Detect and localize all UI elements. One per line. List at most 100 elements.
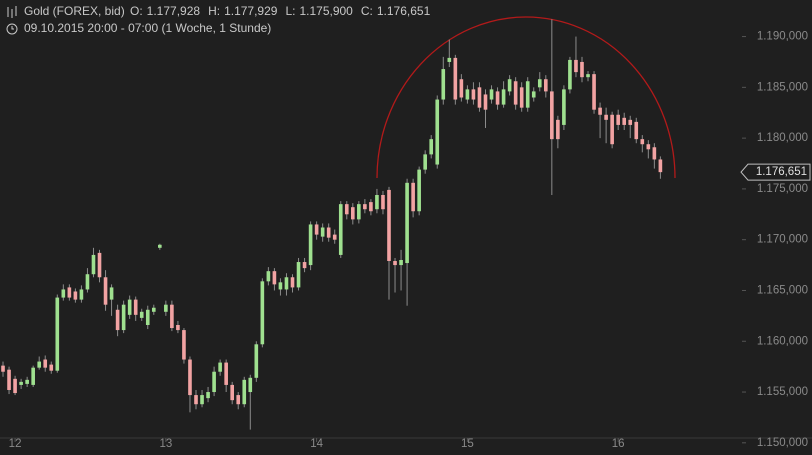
candle-body <box>332 234 337 240</box>
candle-body <box>525 81 530 108</box>
candle-body <box>357 204 361 220</box>
candle-body <box>417 169 421 212</box>
candle-body <box>170 304 174 329</box>
candle-body <box>435 99 440 165</box>
candle-body <box>562 89 566 125</box>
y-tick-label: 1.165,000 <box>757 285 808 297</box>
candle-body <box>302 262 307 269</box>
candle-body <box>158 244 162 248</box>
candle-body <box>320 227 325 237</box>
candle-body <box>139 311 144 318</box>
x-tick-label: 14 <box>310 438 323 450</box>
candle-body <box>459 79 464 98</box>
candle-body <box>477 87 482 108</box>
candle-body <box>290 277 295 288</box>
candle-body <box>314 224 319 235</box>
candle-body <box>49 364 54 371</box>
candle-body <box>351 207 355 220</box>
candle-body <box>91 254 96 275</box>
candle-body <box>483 94 488 110</box>
candle-body <box>586 74 590 78</box>
y-tick-label: 1.175,000 <box>757 183 808 195</box>
candle-body <box>212 371 216 393</box>
candle-body <box>200 395 204 405</box>
candle-body <box>37 361 42 368</box>
candle-body <box>501 89 506 105</box>
candle-body <box>266 271 271 282</box>
candle-body <box>236 395 241 405</box>
candle-body <box>399 260 403 266</box>
candle-body <box>7 369 11 390</box>
candle-body <box>387 189 391 262</box>
candle-body <box>103 277 108 305</box>
candle-body <box>296 262 301 288</box>
candle-body <box>616 114 620 125</box>
y-tick-label: 1.180,000 <box>757 132 808 144</box>
candle-body <box>151 307 156 312</box>
candle-body <box>85 274 90 290</box>
x-tick-label: 13 <box>159 438 172 450</box>
candle-body <box>338 204 343 255</box>
candle-body <box>73 291 78 300</box>
candle-body <box>640 139 645 145</box>
candle-body <box>453 57 458 100</box>
x-tick-label: 16 <box>612 438 625 450</box>
ohlc-value: 1.176,651 <box>377 4 431 18</box>
candle-body <box>550 91 554 140</box>
candle-body <box>55 297 60 371</box>
ohlc-info: O: 1.177,928 H: 1.177,929 L: 1.175,900 C: 1.176… <box>130 4 431 18</box>
candle-body <box>79 289 84 300</box>
candle-body <box>260 281 265 345</box>
candle-body <box>206 392 210 399</box>
ohlc-label: L: <box>285 4 295 18</box>
candle-body <box>423 154 427 170</box>
candle-body <box>543 79 548 92</box>
candle-body <box>592 74 596 110</box>
ohlc-label: C: <box>361 4 373 18</box>
last-price-box <box>740 163 811 181</box>
candle-body <box>31 367 35 385</box>
candle-body <box>405 182 409 264</box>
candle-body <box>610 114 614 145</box>
candle-body <box>556 119 560 140</box>
candle-body <box>176 325 180 331</box>
candle-body <box>652 147 657 160</box>
candle-body <box>363 204 367 210</box>
candle-body <box>646 144 651 150</box>
candle-body <box>230 384 235 401</box>
y-tick-label: 1.185,000 <box>757 81 808 93</box>
bar-icon <box>7 6 17 18</box>
candle-body <box>598 107 602 115</box>
candle-body <box>248 377 253 393</box>
y-tick-label: 1.190,000 <box>757 31 808 43</box>
chart-title: Gold (FOREX, bid) <box>24 4 125 18</box>
candle-body <box>97 252 102 278</box>
last-price-label: 1.176,651 <box>756 166 807 178</box>
candle-body <box>43 359 48 368</box>
candle-body <box>115 309 120 331</box>
candle-body <box>61 289 66 298</box>
candle-body <box>145 309 150 325</box>
candle-body <box>489 89 494 100</box>
candle-body <box>272 271 277 285</box>
ohlc-label: O: <box>130 4 143 18</box>
ohlc-value: 1.175,900 <box>299 4 353 18</box>
candle-body <box>622 117 627 125</box>
candle-body <box>308 224 313 266</box>
candle-body <box>25 379 29 384</box>
candle-body <box>568 59 572 90</box>
candle-body <box>658 159 663 173</box>
candle-body <box>441 69 446 100</box>
candle-body <box>604 114 608 120</box>
x-tick-label: 15 <box>461 438 474 450</box>
candle-body <box>164 304 168 312</box>
candle-body <box>194 395 198 405</box>
candle-body <box>537 79 542 88</box>
candle-body <box>182 330 186 360</box>
candle-body <box>393 261 397 266</box>
last-price: 1.176,651 <box>740 163 811 181</box>
candle-body <box>326 227 331 238</box>
candle-body <box>519 87 524 108</box>
